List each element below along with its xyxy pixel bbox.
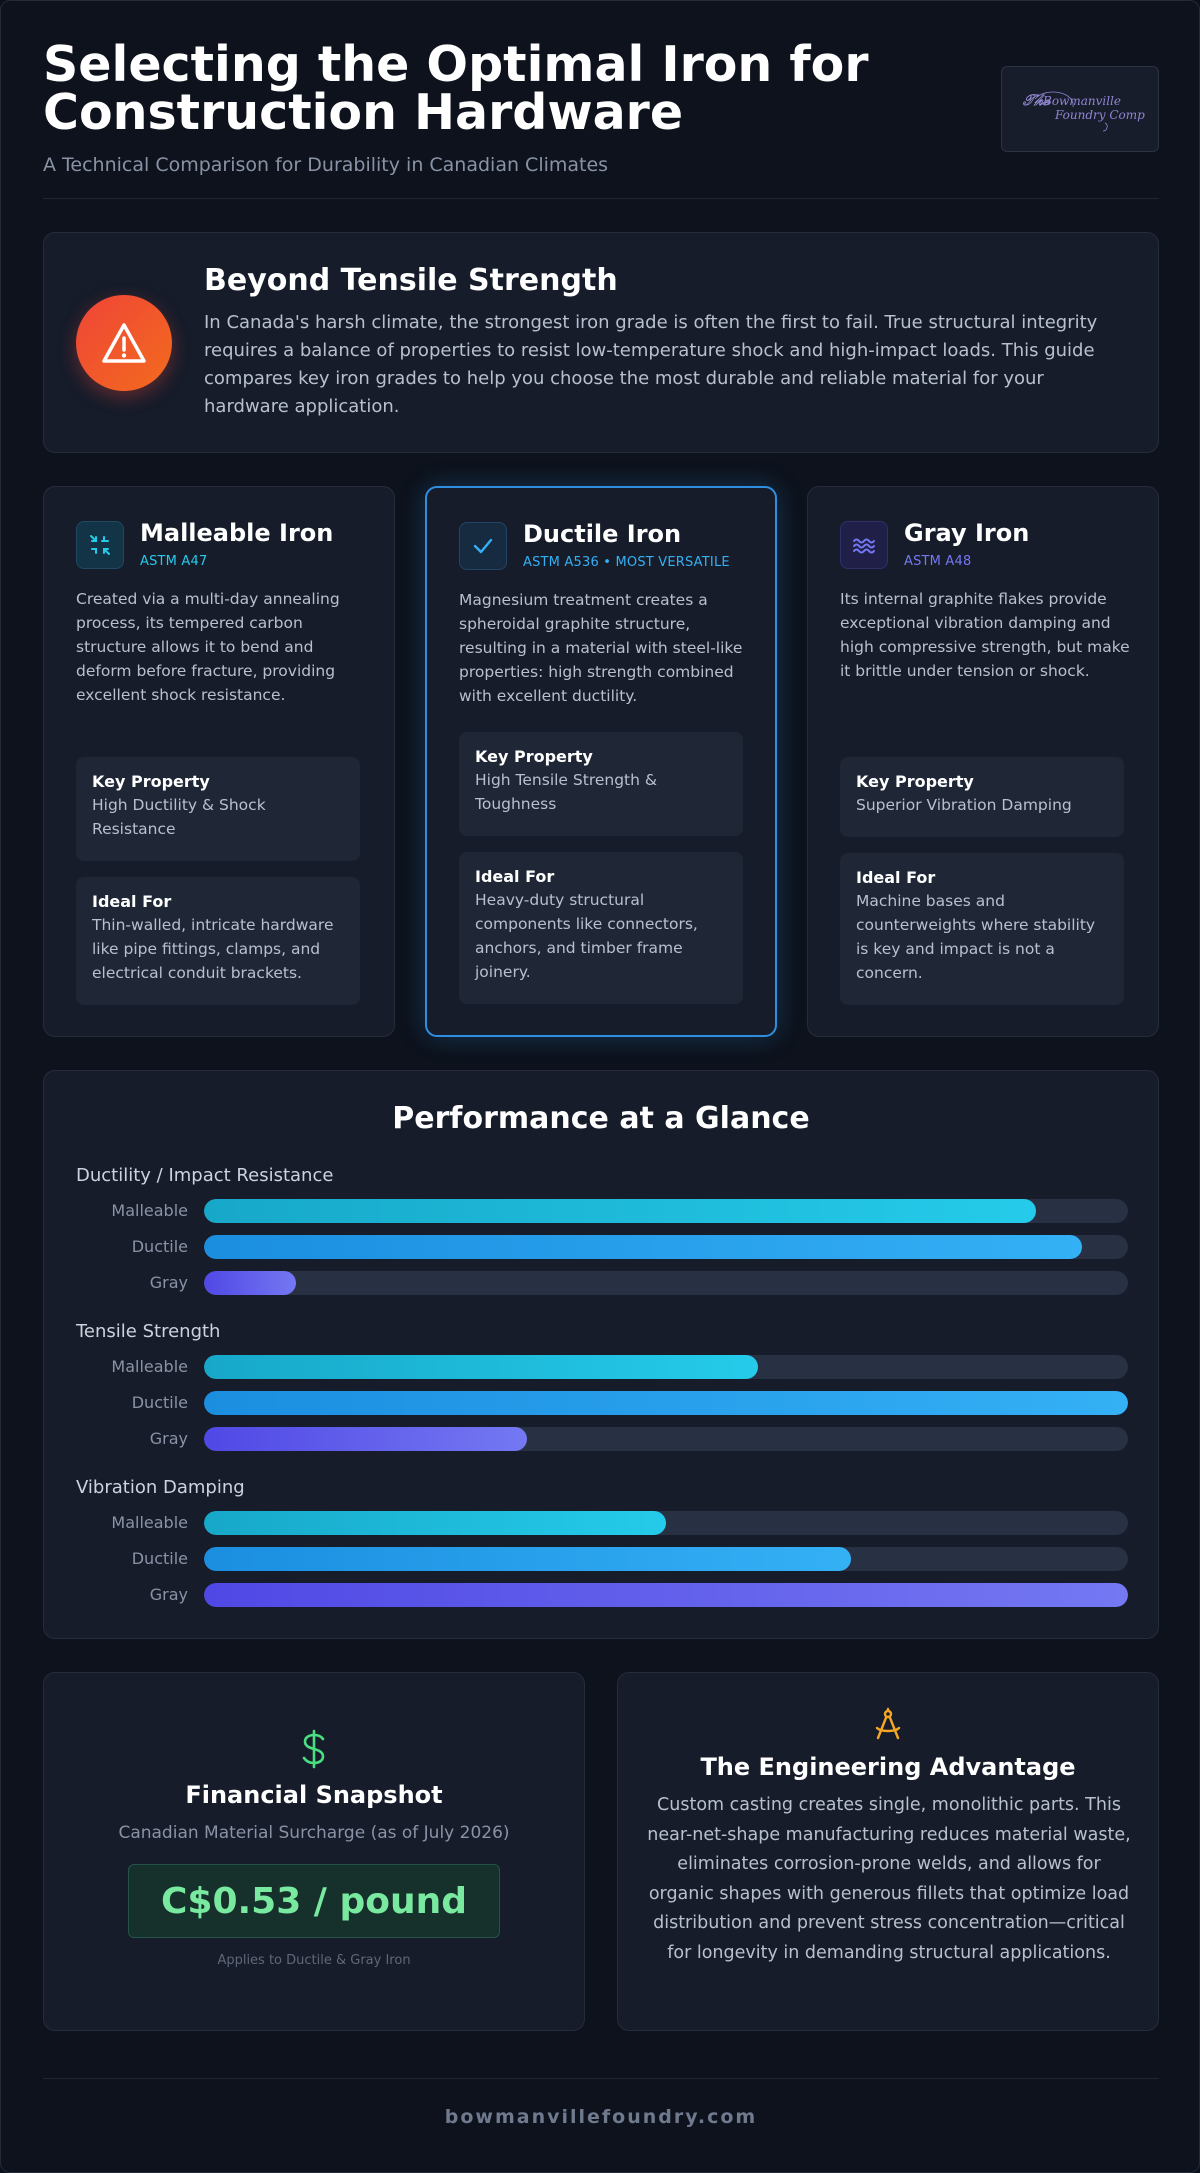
price-value: C$0.53 / pound xyxy=(128,1864,500,1938)
iron-name: Ductile Iron xyxy=(523,520,682,548)
bar-label: Gray xyxy=(149,1429,188,1448)
financial-subtitle: Canadian Material Surcharge (as of July … xyxy=(118,1823,510,1843)
metric-label: Ductility / Impact Resistance xyxy=(76,1165,334,1186)
key-property-box: Key Property Superior Vibration Damping xyxy=(840,757,1124,837)
bar-track xyxy=(204,1199,1128,1223)
engineering-card: The Engineering Advantage Custom casting… xyxy=(617,1672,1159,2031)
company-logo: 𝒯𝒽ℯ Bowmanville Foundry Company xyxy=(1001,66,1159,152)
bar-fill-ductile xyxy=(204,1547,851,1571)
bar-fill-malleable xyxy=(204,1511,666,1535)
compass-icon xyxy=(618,1707,1158,1741)
ideal-for-box: Ideal For Heavy-duty structural componen… xyxy=(459,852,743,1004)
bar-fill-gray xyxy=(204,1583,1128,1607)
header: Selecting the Optimal Iron for Construct… xyxy=(43,36,1159,199)
iron-spec: ASTM A47 xyxy=(140,554,208,569)
price-note: Applies to Ductile & Gray Iron xyxy=(217,1953,411,1968)
iron-card-malleable: Malleable Iron ASTM A47 Created via a mu… xyxy=(43,486,395,1037)
bar-fill-ductile xyxy=(204,1391,1128,1415)
bar-label: Malleable xyxy=(111,1513,188,1532)
bar-row: Malleable xyxy=(76,1199,1128,1223)
bar-fill-gray xyxy=(204,1427,528,1451)
key-property-label: Key Property xyxy=(475,747,593,766)
bar-label: Gray xyxy=(149,1273,188,1292)
bar-track xyxy=(204,1355,1128,1379)
bar-row: Gray xyxy=(76,1427,1128,1451)
bar-row: Gray xyxy=(76,1271,1128,1295)
bar-row: Malleable xyxy=(76,1355,1128,1379)
bar-fill-gray xyxy=(204,1271,297,1295)
svg-text:Bowmanville: Bowmanville xyxy=(1042,94,1121,108)
metric-label: Tensile Strength xyxy=(76,1321,221,1342)
wave-icon xyxy=(840,521,888,569)
iron-card-ductile: Ductile Iron ASTM A536 • MOST VERSATILE … xyxy=(425,486,777,1037)
intro-text: In Canada's harsh climate, the strongest… xyxy=(204,312,1098,417)
ideal-for-value: Machine bases and counterweights where s… xyxy=(856,892,1096,982)
check-icon xyxy=(459,522,507,570)
bar-row: Ductile xyxy=(76,1391,1128,1415)
ideal-for-value: Heavy-duty structural components like co… xyxy=(475,891,698,981)
key-property-box: Key Property High Ductility & Shock Resi… xyxy=(76,757,360,861)
key-property-value: High Ductility & Shock Resistance xyxy=(92,796,266,838)
bar-fill-ductile xyxy=(204,1235,1082,1259)
ideal-for-value: Thin-walled, intricate hardware like pip… xyxy=(92,916,334,982)
iron-name: Gray Iron xyxy=(904,519,1030,547)
iron-spec: ASTM A536 • MOST VERSATILE xyxy=(523,555,730,570)
financial-title: Financial Snapshot xyxy=(185,1781,443,1809)
bar-track xyxy=(204,1511,1128,1535)
bar-fill-malleable xyxy=(204,1199,1036,1223)
bar-track xyxy=(204,1271,1128,1295)
bar-label: Ductile xyxy=(131,1237,188,1256)
bar-row: Malleable xyxy=(76,1511,1128,1535)
performance-card: Performance at a Glance Ductility / Impa… xyxy=(43,1070,1159,1639)
key-property-value: Superior Vibration Damping xyxy=(856,796,1072,814)
bar-row: Ductile xyxy=(76,1547,1128,1571)
bar-label: Malleable xyxy=(111,1201,188,1220)
engineering-title: The Engineering Advantage xyxy=(700,1753,1076,1781)
svg-text:𝒯𝒽ℯ: 𝒯𝒽ℯ xyxy=(1023,91,1050,109)
metric-label: Vibration Damping xyxy=(76,1477,245,1498)
iron-description: Magnesium treatment creates a spheroidal… xyxy=(459,591,743,705)
intro-title: Beyond Tensile Strength xyxy=(204,263,618,298)
iron-name: Malleable Iron xyxy=(140,519,334,547)
warning-triangle-icon xyxy=(76,295,172,391)
ideal-for-label: Ideal For xyxy=(92,892,172,911)
bar-track xyxy=(204,1583,1128,1607)
key-property-value: High Tensile Strength & Toughness xyxy=(475,771,657,813)
iron-card-gray: Gray Iron ASTM A48 Its internal graphite… xyxy=(807,486,1159,1037)
bar-track xyxy=(204,1235,1128,1259)
ideal-for-label: Ideal For xyxy=(856,868,936,887)
footer-divider xyxy=(43,2078,1159,2079)
key-property-label: Key Property xyxy=(856,772,974,791)
iron-spec: ASTM A48 xyxy=(904,554,972,569)
dollar-icon xyxy=(44,1729,584,1769)
bar-fill-malleable xyxy=(204,1355,759,1379)
key-property-label: Key Property xyxy=(92,772,210,791)
bar-label: Ductile xyxy=(131,1549,188,1568)
ideal-for-box: Ideal For Machine bases and counterweigh… xyxy=(840,853,1124,1005)
foundry-logo-icon: 𝒯𝒽ℯ Bowmanville Foundry Company xyxy=(1023,91,1145,132)
bar-label: Malleable xyxy=(111,1357,188,1376)
svg-text:Foundry Company: Foundry Company xyxy=(1054,108,1145,122)
bar-track xyxy=(204,1391,1128,1415)
financial-card: Financial Snapshot Canadian Material Sur… xyxy=(43,1672,585,2031)
bar-row: Gray xyxy=(76,1583,1128,1607)
ideal-for-label: Ideal For xyxy=(475,867,555,886)
iron-description: Created via a multi-day annealing proces… xyxy=(76,590,340,704)
key-property-box: Key Property High Tensile Strength & Tou… xyxy=(459,732,743,836)
ideal-for-box: Ideal For Thin-walled, intricate hardwar… xyxy=(76,877,360,1005)
footer-website-link[interactable]: bowmanvillefoundry.com xyxy=(444,2106,758,2128)
bar-track xyxy=(204,1547,1128,1571)
performance-title: Performance at a Glance xyxy=(392,1101,810,1136)
iron-description: Its internal graphite flakes provide exc… xyxy=(840,590,1130,680)
bar-label: Gray xyxy=(149,1585,188,1604)
page-title: Selecting the Optimal Iron for Construct… xyxy=(43,36,869,141)
page-subtitle: A Technical Comparison for Durability in… xyxy=(43,154,609,176)
bar-track xyxy=(204,1427,1128,1451)
bar-row: Ductile xyxy=(76,1235,1128,1259)
engineering-text: Custom casting creates single, monolithi… xyxy=(647,1795,1131,1963)
intro-card: Beyond Tensile Strength In Canada's hars… xyxy=(43,232,1159,453)
bar-label: Ductile xyxy=(131,1393,188,1412)
compress-arrows-icon xyxy=(76,521,124,569)
